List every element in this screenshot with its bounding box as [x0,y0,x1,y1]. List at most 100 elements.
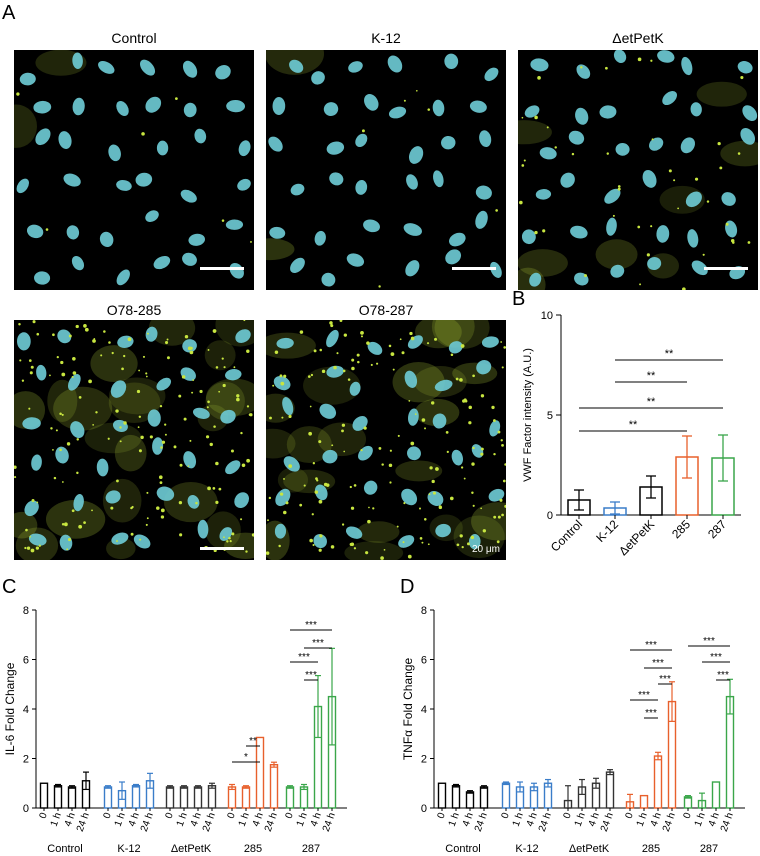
vwf-haze [415,320,462,349]
vwf-punctum [341,423,346,427]
vwf-punctum [207,400,210,404]
nucleus [691,260,708,276]
vwf-punctum [383,548,386,551]
bar [605,771,615,809]
vwf-punctum [694,177,699,181]
vwf-punctum [329,321,333,325]
vwf-punctum [138,415,142,419]
vwf-punctum [493,419,496,422]
vwf-haze [518,249,568,277]
nucleus [111,532,129,545]
vwf-punctum [651,138,654,141]
vwf-punctum [455,377,459,381]
vwf-punctum [78,396,82,399]
vwf-punctum [288,464,293,469]
x-tick-label: 285 [669,517,693,541]
vwf-punctum [283,510,287,515]
vwf-punctum [161,440,166,444]
x-tick-label: 1 h [237,811,252,828]
vwf-punctum [139,538,142,541]
nucleus [408,146,424,164]
vwf-punctum [141,132,145,136]
nucleus [445,249,462,265]
vwf-punctum [221,219,225,222]
vwf-punctum [36,332,40,336]
vwf-punctum [146,517,149,520]
vwf-haze [317,422,367,457]
vwf-punctum [378,447,382,450]
vwf-punctum [390,352,395,356]
vwf-punctum [61,413,64,416]
vwf-punctum [207,349,210,351]
vwf-punctum [146,491,149,494]
vwf-punctum [459,534,463,538]
nucleus [272,97,286,116]
vwf-punctum [702,253,705,256]
vwf-punctum [145,523,148,526]
vwf-punctum [137,426,140,429]
vwf-punctum [370,363,373,367]
x-tick-label: 1 h [573,811,588,828]
vwf-punctum [110,506,114,510]
vwf-punctum [677,207,680,210]
nucleus [471,444,484,458]
vwf-punctum [342,369,346,373]
vwf-punctum [268,496,272,500]
vwf-punctum [319,348,323,352]
vwf-punctum [402,541,405,544]
nucleus [568,130,585,145]
vwf-punctum [617,185,621,188]
nucleus [16,178,29,194]
x-tick-label: 24 h [201,811,218,833]
nucleus [72,52,83,70]
vwf-haze [45,499,106,539]
vwf-punctum [191,391,194,394]
nucleus [145,326,158,342]
nucleus [145,96,162,113]
vwf-punctum [245,550,248,553]
nucleus [432,413,447,429]
vwf-punctum [360,335,364,338]
vwf-punctum [410,336,415,341]
vwf-punctum [55,429,58,432]
vwf-punctum [279,492,284,496]
vwf-punctum [347,378,351,381]
vwf-punctum [100,354,103,357]
x-tick-label: 0 [164,811,176,820]
vwf-punctum [32,320,36,324]
vwf-punctum [428,493,431,496]
vwf-punctum [584,274,587,278]
nucleus [156,486,175,501]
significance-label: ** [647,370,656,382]
vwf-punctum [318,548,322,552]
vwf-punctum [438,505,442,508]
vwf-punctum [325,483,330,487]
vwf-punctum [309,538,313,543]
vwf-punctum [523,159,526,162]
nucleus [740,128,756,145]
vwf-punctum [243,320,246,322]
vwf-punctum [31,498,35,502]
micrograph-detpetk [518,50,758,290]
vwf-punctum [388,463,393,468]
nucleus [188,233,205,246]
x-tick-label: 1 h [635,811,650,828]
vwf-punctum [312,543,315,547]
nucleus [116,269,130,286]
vwf-punctum [307,375,311,378]
vwf-punctum [38,544,41,547]
vwf-punctum [367,519,371,524]
micrograph-svg-o78-285 [14,320,254,560]
nucleus [404,370,418,388]
vwf-punctum [107,437,110,440]
significance-label: ** [647,396,656,408]
x-tick-label: 24 h [661,811,678,833]
nucleus [183,451,197,469]
vwf-punctum [499,498,503,502]
nucleus [34,271,51,285]
vwf-punctum [747,241,751,244]
nucleus [326,365,344,378]
vwf-haze [357,521,400,543]
vwf-punctum [311,513,314,516]
nucleus [484,67,499,82]
